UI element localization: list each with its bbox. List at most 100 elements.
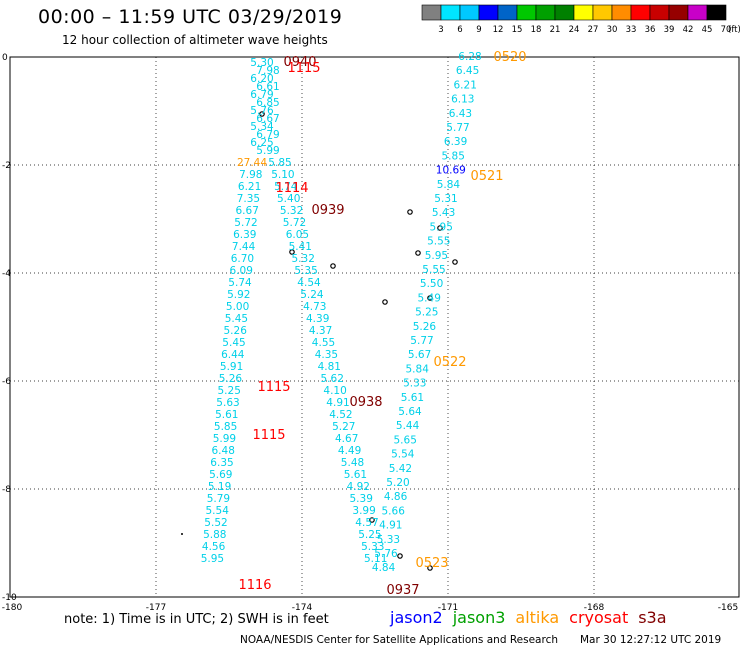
wave-height-label: 5.00	[226, 301, 249, 313]
wave-height-label: 4.91	[379, 520, 402, 532]
wave-height-label: 5.77	[410, 335, 433, 347]
wave-height-label: 5.65	[394, 434, 417, 446]
colorbar-tick-label: 27	[588, 25, 599, 35]
time-label: 1115	[252, 428, 285, 443]
wave-height-label: 5.30	[250, 57, 273, 69]
page-title: 00:00 – 11:59 UTC 03/29/2019	[38, 6, 343, 28]
island-outline	[397, 553, 403, 559]
wave-height-label: 7.98	[239, 169, 262, 181]
time-label: 0522	[433, 355, 466, 370]
wave-height-label: 5.20	[386, 477, 409, 489]
wave-height-label: 5.33	[403, 378, 426, 390]
wave-height-label: 4.57	[355, 517, 378, 529]
colorbar-tick-label: 6	[457, 25, 462, 35]
wave-height-label: 5.42	[389, 463, 412, 475]
y-tick-label: -6	[2, 377, 11, 387]
track-0520: 6.28 6.45 6.21 6.13 6.43 5.77 6.39 5.85 10.69 5.8…	[372, 51, 482, 574]
wave-height-label: 5.26	[219, 373, 243, 385]
wave-height-label: 5.39	[350, 493, 373, 505]
wave-height-label: 5.95	[201, 553, 224, 565]
wave-height-label: 4.56	[202, 541, 226, 553]
legend-jason2: jason2	[390, 608, 443, 627]
wave-height-label: 5.31	[434, 193, 457, 205]
island-outline	[437, 225, 443, 231]
x-tick-label: -174	[292, 603, 313, 613]
wave-height-label: 5.77	[446, 122, 469, 134]
island-outline	[330, 263, 336, 269]
wave-height-label: 6.28	[458, 51, 481, 63]
wave-height-label: 5.79	[207, 493, 230, 505]
wave-height-label: 5.41	[289, 241, 312, 253]
wave-height-label: 6.48	[212, 445, 235, 457]
wave-height-label: 5.45	[225, 313, 248, 325]
wave-height-label: 5.25	[358, 529, 381, 541]
colorbar-tick-label: 39	[664, 25, 675, 35]
y-tick-label: -2	[2, 161, 11, 171]
wave-height-label: 6.67	[256, 113, 279, 125]
wave-height-label: 4.81	[318, 361, 341, 373]
y-tick-label: -4	[2, 269, 11, 279]
time-label: 1115	[287, 61, 320, 76]
island-outline	[382, 299, 388, 305]
wave-height-label: 5.32	[292, 253, 315, 265]
wave-height-label: 5.48	[341, 457, 364, 469]
wave-height-label: 6.09	[230, 265, 253, 277]
wave-height-label: 6.25	[250, 137, 273, 149]
island-outline	[259, 111, 265, 117]
wave-height-label: 6.79	[250, 89, 273, 101]
wave-height-label: 5.27	[332, 421, 355, 433]
y-tick-label: -8	[2, 485, 11, 495]
wave-height-label: 5.92	[227, 289, 250, 301]
wave-height-label: 5.25	[218, 385, 241, 397]
wave-height-label: 27.44	[237, 157, 267, 169]
wave-height-label: 6.05	[286, 229, 309, 241]
wave-height-label: 5.69	[209, 469, 232, 481]
wave-height-label: 5.95	[425, 250, 448, 262]
colorbar-tick-label: 3	[438, 25, 443, 35]
island-outline	[427, 295, 433, 301]
colorbar-tick-label: 42	[683, 25, 694, 35]
legend-jason3: jason3	[452, 608, 506, 627]
wave-height-label: 4.52	[329, 409, 352, 421]
wave-height-label: 5.99	[213, 433, 236, 445]
wave-height-label: 4.73	[303, 301, 326, 313]
wave-height-label: 5.67	[408, 349, 431, 361]
map-frame	[9, 56, 740, 598]
wave-height-label: 5.72	[234, 217, 257, 229]
colorbar-tick-label: 9	[476, 25, 481, 35]
page-subtitle: 12 hour collection of altimeter wave hei…	[62, 33, 328, 47]
wave-height-label: 4.84	[372, 562, 396, 574]
wave-height-label: 6.21	[238, 181, 261, 193]
wave-height-label: 5.54	[391, 449, 415, 461]
time-label: 1115	[257, 380, 290, 395]
wave-height-label: 5.35	[294, 265, 317, 277]
legend-cryosat: cryosat	[569, 608, 629, 627]
track-1115: 5.307.986.206.616.796.855.766.675.346.79…	[201, 57, 388, 565]
wave-height-label: 6.70	[231, 253, 254, 265]
colorbar-unit: (ft)	[728, 25, 740, 35]
wave-height-label: 4.35	[315, 349, 338, 361]
wave-height-label: 4.91	[326, 397, 349, 409]
time-label: 0938	[349, 395, 382, 410]
wave-height-label: 6.61	[256, 81, 279, 93]
legend-altika: altika	[515, 608, 560, 627]
wave-height-label: 4.54	[297, 277, 321, 289]
x-tick-label: -165	[718, 603, 738, 613]
wave-height-label: 5.66	[382, 505, 406, 517]
wave-height-label: 6.20	[250, 73, 273, 85]
island-outline	[452, 259, 458, 265]
footer-note: note: 1) Time is in UTC; 2) SWH is in fe…	[64, 612, 329, 627]
wave-height-label: 5.74	[274, 181, 298, 193]
wave-height-label: 6.35	[210, 457, 233, 469]
colorbar-tick-label: 18	[531, 25, 542, 35]
wave-height-label: 5.64	[398, 406, 422, 418]
wave-height-label: 5.61	[215, 409, 238, 421]
wave-height-label: 5.84	[406, 363, 430, 375]
wave-height-label: 6.85	[256, 97, 279, 109]
wave-height-label: 5.85	[268, 157, 291, 169]
wave-height-label: 4.67	[335, 433, 358, 445]
wave-height-label: 5.49	[418, 292, 441, 304]
wave-height-label: 5.52	[204, 517, 227, 529]
wave-height-label: 5.26	[224, 325, 248, 337]
wave-height-label: 5.34	[250, 121, 274, 133]
